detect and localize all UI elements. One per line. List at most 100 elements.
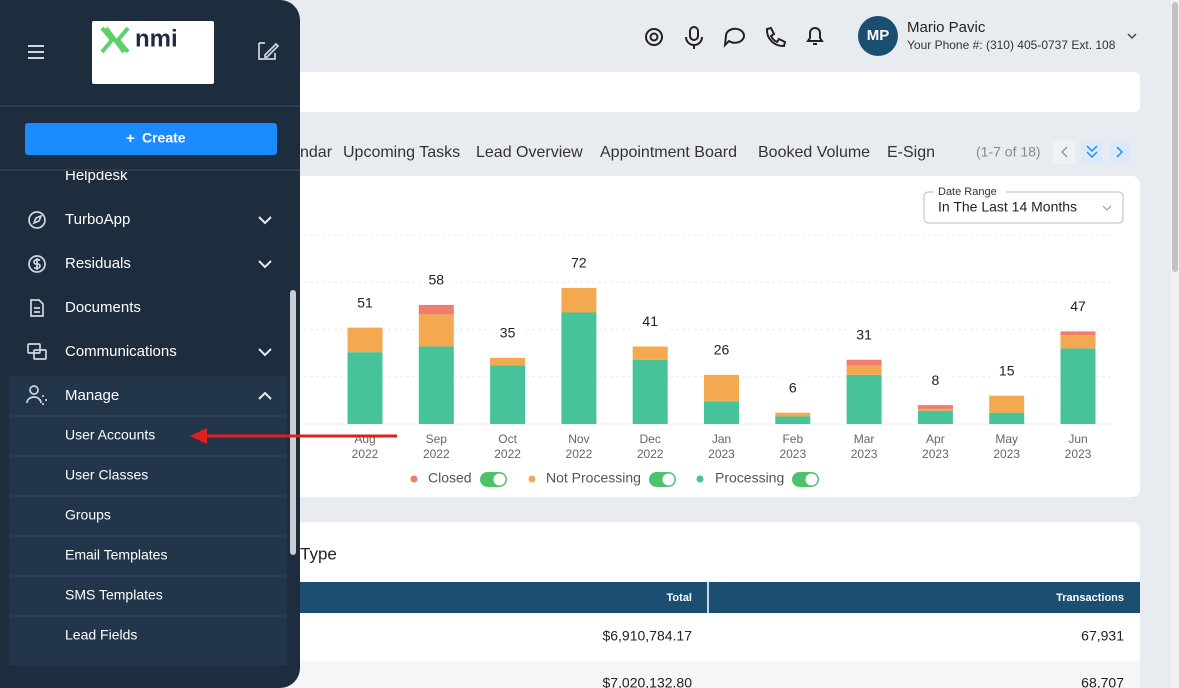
x-tick-year: 2022 <box>637 447 664 461</box>
hamburger-icon[interactable] <box>28 45 44 59</box>
x-tick-month: Nov <box>568 432 589 446</box>
total-label: 72 <box>571 255 587 271</box>
x-tick-month: Dec <box>640 432 661 446</box>
menu-item[interactable]: Communications <box>65 343 177 360</box>
tab[interactable]: ndar <box>300 144 333 161</box>
arrow-head <box>190 428 207 444</box>
tab[interactable]: Upcoming Tasks <box>343 144 460 161</box>
table-cell: 67,931 <box>1081 628 1124 644</box>
phone-icon[interactable] <box>765 26 787 48</box>
bar-segment <box>704 401 739 424</box>
x-tick-year: 2022 <box>566 447 593 461</box>
tab[interactable]: Lead Overview <box>476 144 583 161</box>
x-tick-year: 2022 <box>494 447 521 461</box>
total-label-box <box>349 291 381 316</box>
x-tick-year: 2022 <box>423 447 450 461</box>
expand-button[interactable] <box>1081 141 1103 164</box>
tab[interactable]: Appointment Board <box>600 144 737 161</box>
menu-item[interactable]: TurboApp <box>65 211 130 228</box>
pagination: (1-7 of 18) <box>976 144 1041 160</box>
tab[interactable]: E-Sign <box>887 144 935 161</box>
column-header: Total <box>667 592 692 604</box>
user-phone: Your Phone #: (310) 405-0737 Ext. 108 <box>907 38 1116 52</box>
bar-segment <box>632 346 668 360</box>
tab[interactable]: Booked Volume <box>758 144 870 161</box>
total-label-box <box>491 321 524 346</box>
next-button[interactable] <box>1109 141 1131 164</box>
total-label: 8 <box>932 372 940 388</box>
x-tick-month: Aug <box>354 432 375 446</box>
sidebar-scrollbar[interactable] <box>290 290 296 555</box>
submenu-item[interactable]: Lead Fields <box>65 627 137 643</box>
bar-segment <box>347 352 383 424</box>
legend-dot <box>410 475 418 483</box>
logo-mark <box>100 26 130 54</box>
x-tick-year: 2022 <box>352 447 379 461</box>
bar-segment <box>561 287 597 313</box>
menu-item[interactable]: Documents <box>65 299 141 316</box>
bar-segment <box>989 395 1025 413</box>
create-button[interactable] <box>25 123 277 155</box>
chat-icon[interactable] <box>723 27 745 48</box>
submenu-item[interactable]: Email Templates <box>65 547 167 563</box>
total-label-box <box>776 376 809 401</box>
table-cell: $7,020,132.80 <box>602 675 692 688</box>
x-tick-year: 2023 <box>851 447 878 461</box>
table-cell: $6,910,784.17 <box>602 628 692 644</box>
scrollbar-thumb[interactable] <box>1172 2 1178 272</box>
total-label: 31 <box>856 326 872 342</box>
menu-item[interactable]: Residuals <box>65 255 131 272</box>
x-tick-month: Sep <box>426 432 448 446</box>
bar-segment <box>561 312 597 424</box>
submenu-item[interactable]: SMS Templates <box>65 587 163 603</box>
x-tick-month: May <box>995 432 1018 446</box>
create-label: Create <box>142 130 186 146</box>
total-label-box <box>420 268 453 293</box>
x-tick-year: 2023 <box>993 447 1020 461</box>
help-icon[interactable] <box>645 28 663 46</box>
menu-item[interactable]: Manage <box>65 387 119 404</box>
total-label: 58 <box>429 272 445 288</box>
menu-icons <box>26 211 47 405</box>
submenu-item[interactable]: User Accounts <box>65 427 155 443</box>
x-tick-year: 2023 <box>708 447 735 461</box>
table-title: Type <box>300 544 337 563</box>
table-row-alt <box>280 661 1140 688</box>
x-tick-month: Mar <box>854 432 875 446</box>
prev-button[interactable] <box>1053 141 1075 164</box>
total-label-box <box>634 310 667 335</box>
toggle-knob <box>805 473 818 486</box>
manage-group <box>9 376 287 666</box>
create-plus: + <box>126 130 135 147</box>
total-label: 26 <box>714 342 730 358</box>
submenu-item[interactable]: User Classes <box>65 467 148 483</box>
user-menu-chevron[interactable] <box>1127 33 1137 40</box>
avatar[interactable] <box>858 16 898 56</box>
total-label-box <box>919 369 952 394</box>
bar-segment <box>418 346 454 424</box>
total-label: 15 <box>999 362 1015 378</box>
menu-item[interactable]: Helpdesk <box>65 167 128 184</box>
total-label-box <box>1062 295 1094 320</box>
bar-segment <box>1060 331 1096 336</box>
bar-segment <box>775 416 811 424</box>
x-tick-year: 2023 <box>1065 447 1092 461</box>
legend-dot <box>528 475 536 483</box>
submenu-item[interactable]: Groups <box>65 507 111 523</box>
scrollbar-track <box>1171 0 1179 688</box>
x-tick-year: 2023 <box>779 447 806 461</box>
menu-chevrons[interactable] <box>258 216 272 400</box>
mic-icon[interactable] <box>689 26 699 41</box>
header-icons <box>645 26 824 49</box>
bar-segment <box>418 304 454 315</box>
logo-text: nmi <box>135 25 178 52</box>
bar-segment <box>1060 348 1096 424</box>
x-tick-month: Jan <box>712 432 731 446</box>
date-range-select[interactable] <box>923 191 1124 224</box>
bell-icon[interactable] <box>806 27 824 45</box>
x-tick-month: Apr <box>926 432 945 446</box>
search-bar[interactable] <box>280 72 1140 112</box>
edit-icon[interactable] <box>258 42 280 60</box>
x-tick-month: Feb <box>782 432 803 446</box>
